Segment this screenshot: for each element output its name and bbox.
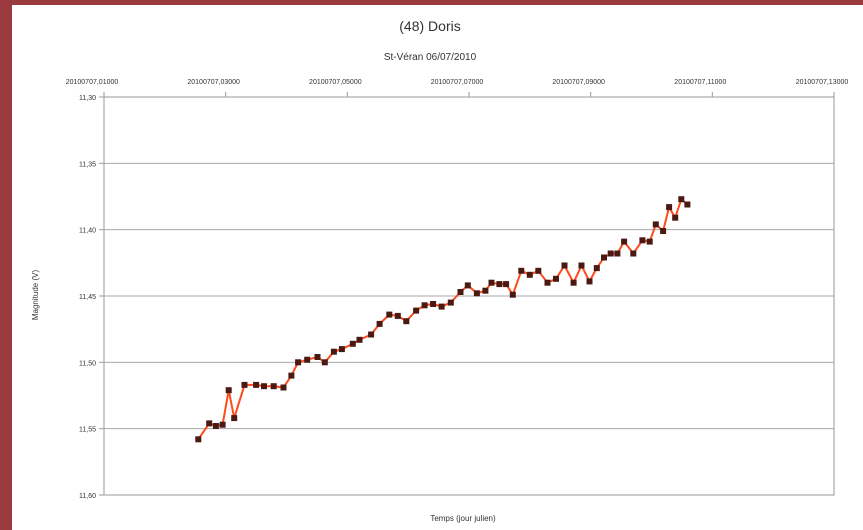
data-point (376, 320, 383, 327)
data-point (652, 221, 659, 228)
data-point (295, 359, 302, 366)
data-point (368, 331, 375, 338)
x-tick-labels: 20100707,01000 20100707,03000 20100707,050… (66, 79, 849, 86)
x-tick-label: 20100707,05000 (309, 79, 362, 86)
plot-area-frame (103, 96, 835, 496)
y-tick-labels: 11,30 11,35 11,40 11,45 11,50 11,55 11,60 (79, 95, 96, 500)
data-point (430, 301, 437, 307)
chart-title: (48) Doris (399, 18, 460, 34)
data-point (544, 279, 551, 286)
data-point (270, 383, 277, 390)
data-point (526, 271, 533, 278)
x-axis-label: Temps (jour julien) (430, 514, 496, 523)
data-point (438, 303, 445, 310)
data-point (314, 354, 321, 360)
grid-layer (99, 92, 835, 496)
data-point (570, 279, 577, 286)
data-point (660, 228, 667, 234)
data-point (253, 381, 260, 388)
x-tick-label: 20100707,01000 (66, 79, 119, 86)
chart-subtitle: St-Véran 06/07/2010 (384, 52, 477, 63)
y-tick-label: 11,55 (79, 427, 96, 434)
data-point (488, 279, 495, 286)
data-point (630, 250, 637, 257)
data-point (684, 201, 691, 208)
data-point (421, 302, 428, 309)
y-axis-label: Magnitude (V) (31, 270, 40, 321)
y-tick-label: 11,50 (79, 360, 96, 367)
data-point (496, 281, 503, 288)
data-point (535, 267, 542, 274)
data-point (304, 356, 311, 363)
data-point (672, 214, 679, 221)
series-layer (195, 196, 691, 443)
data-point (206, 420, 213, 427)
data-point (678, 196, 685, 203)
x-tick-label: 20100707,11000 (674, 79, 726, 86)
data-point (464, 282, 471, 289)
x-tick-label: 20100707,13000 (796, 79, 849, 86)
y-tick-label: 11,40 (79, 228, 96, 235)
data-point (561, 262, 568, 269)
data-point (457, 289, 464, 295)
chart-canvas: (48) Doris St-Véran 06/07/2010 Temps (jo… (12, 5, 863, 530)
data-point (621, 238, 628, 245)
data-point (338, 346, 345, 353)
data-point (321, 359, 328, 366)
data-point (280, 384, 287, 391)
data-point (386, 311, 393, 318)
data-point (241, 381, 248, 388)
x-tick-label: 20100707,09000 (552, 79, 605, 86)
data-point (225, 387, 232, 394)
data-point (447, 299, 454, 306)
line-chart: (48) Doris St-Véran 06/07/2010 Temps (jo… (31, 18, 849, 523)
data-point (614, 250, 621, 257)
data-point (553, 275, 559, 282)
x-tick-label: 20100707,07000 (431, 79, 484, 86)
y-tick-label: 11,60 (79, 493, 96, 500)
y-tick-label: 11,45 (79, 294, 96, 301)
data-point (607, 250, 614, 257)
data-point (288, 372, 295, 379)
data-point (518, 267, 525, 274)
data-point (639, 237, 646, 244)
data-point (231, 415, 238, 422)
data-point (509, 291, 516, 298)
series-line (197, 198, 689, 440)
data-point (503, 281, 510, 288)
data-point (666, 204, 673, 211)
y-tick-label: 11,30 (79, 95, 96, 102)
data-point (219, 421, 226, 428)
data-point (586, 278, 593, 285)
data-point (394, 312, 401, 319)
data-point (601, 254, 607, 261)
data-point (195, 436, 202, 443)
data-point (356, 336, 363, 343)
data-point (473, 290, 480, 297)
data-point (593, 265, 600, 272)
data-point (482, 287, 489, 294)
data-point (413, 307, 420, 314)
data-point (261, 383, 267, 390)
data-point (330, 348, 337, 355)
data-point (349, 340, 356, 347)
data-point (212, 423, 219, 429)
data-point (646, 238, 653, 245)
x-tick-label: 20100707,03000 (187, 79, 240, 86)
y-tick-label: 11,35 (79, 161, 96, 168)
data-point (403, 318, 410, 325)
data-point (578, 262, 585, 269)
